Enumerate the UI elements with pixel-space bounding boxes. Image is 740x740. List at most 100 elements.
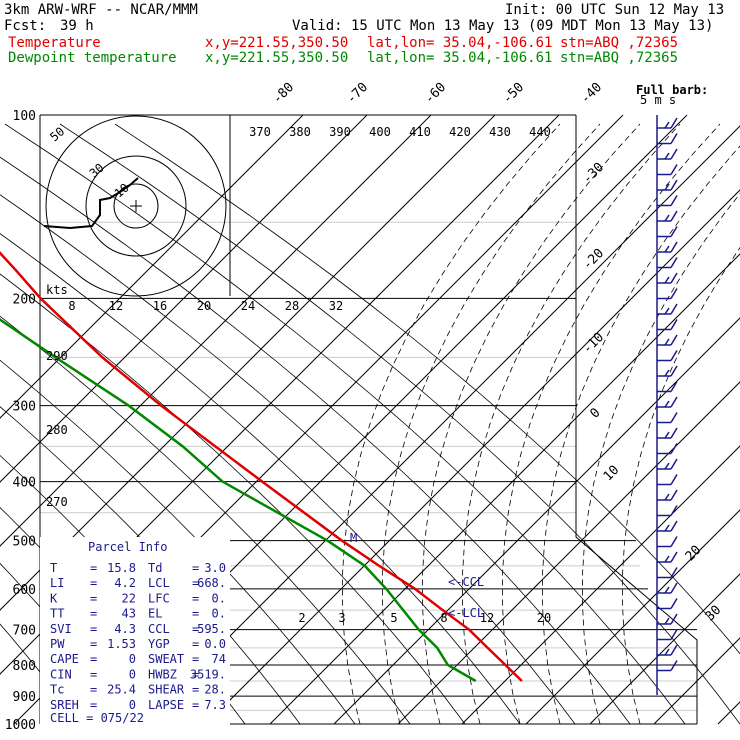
parcel-value: 25.4	[107, 683, 136, 697]
isotherm--80	[0, 114, 496, 611]
parcel-eq: =	[90, 698, 97, 712]
parcel-eq: =	[90, 667, 97, 681]
wind-barb-half	[664, 307, 670, 315]
moist-adiabat-3	[461, 123, 681, 725]
pressure-label-200: 200	[13, 292, 36, 307]
isotherm-label--30: -30	[580, 160, 607, 187]
isotherm-label-0: 0	[587, 405, 603, 421]
wind-barb-half	[664, 431, 670, 439]
theta-e-label-290: 290	[46, 349, 68, 363]
theta-label-440: 440	[529, 125, 551, 139]
parcel-value: 4.2	[114, 576, 136, 590]
init-time: Init: 00 UTC Sun 12 May 13	[505, 2, 724, 18]
parcel-info-box: Parcel Info T = 15.8 Td = 3.0LI = 4.2 LCL =668.K =…	[40, 537, 230, 735]
theta-label-400: 400	[369, 125, 391, 139]
parcel-eq: =	[90, 683, 97, 697]
wind-barb-flag	[670, 567, 678, 578]
parcel-key: T	[50, 561, 57, 575]
wind-barb-flag	[670, 613, 678, 625]
parcel-cell: CELL = 075/22	[50, 711, 144, 725]
wind-barb-flag	[670, 117, 678, 129]
moist-adiabat-5	[541, 145, 740, 725]
wind-barb-flag	[670, 443, 678, 454]
isotherm-50	[717, 701, 740, 725]
parcel-key: YGP	[148, 637, 170, 651]
parcel-eq: =	[90, 637, 97, 651]
pressure-label-800: 800	[13, 659, 36, 674]
wind-barb-flag	[670, 303, 678, 315]
parcel-key: K	[50, 591, 58, 605]
valid-time: Valid: 15 UTC Mon 13 May 13 (09 MDT Mon …	[292, 18, 713, 34]
isotherm--110	[0, 114, 304, 419]
parcel-eq: =	[192, 561, 199, 575]
hodo-x-label-28: 28	[285, 299, 299, 313]
parcel-value: 0.	[212, 607, 226, 621]
wind-barb-flag	[670, 381, 678, 392]
parcel-key: CCL	[148, 622, 170, 636]
chart-grid	[0, 114, 740, 725]
wind-barb-flag	[670, 551, 678, 563]
parcel-eq: =	[192, 667, 199, 681]
mixing-ratio-3: 3	[338, 611, 345, 625]
pressure-label-400: 400	[13, 476, 36, 491]
theta-label-370: 370	[249, 125, 271, 139]
theta-label-430: 430	[489, 125, 511, 139]
wind-barb-half	[664, 338, 670, 346]
wind-barb-half	[664, 524, 670, 532]
hodo-ring-30: 30	[87, 161, 107, 181]
isotherm-label-10: 10	[601, 463, 623, 485]
dewpoint-profile	[0, 318, 477, 683]
mixing-ratio-12: 12	[480, 611, 494, 625]
wind-barb-half	[664, 617, 670, 625]
parcel-value: 15.8	[107, 561, 136, 575]
dew-stn: stn=ABQ ,72365	[560, 50, 678, 66]
moist-adiabat-1	[381, 123, 601, 725]
parcel-value: 4.3	[114, 622, 136, 636]
wind-barb-half	[664, 462, 670, 470]
wind-barb-flag	[670, 660, 678, 671]
wind-barb-half	[664, 493, 670, 501]
parcel-value: 1.53	[107, 637, 136, 651]
theta-label-390: 390	[329, 125, 351, 139]
wind-barb-half	[664, 369, 670, 377]
wind-barb-flag	[670, 629, 678, 640]
isotherm-label--60: -60	[422, 80, 449, 107]
wind-barb-half	[664, 400, 670, 408]
parcel-key: SHEAR	[148, 683, 185, 697]
parcel-eq: =	[192, 622, 199, 636]
parcel-title: Parcel Info	[88, 540, 167, 554]
moist-adiabat-0	[341, 123, 561, 725]
theta-label-380: 380	[289, 125, 311, 139]
ccl-mark: <-CCL	[448, 575, 484, 589]
parcel-key: SREH	[50, 698, 79, 712]
isotherm-label--20: -20	[580, 246, 607, 273]
wind-barb-flag	[670, 474, 678, 485]
wind-barb-flag	[670, 164, 678, 175]
wind-barb-flag	[670, 598, 678, 609]
isotherm--30	[205, 189, 740, 725]
isotherm-label--80: -80	[270, 80, 297, 107]
parcel-eq: =	[90, 591, 97, 605]
fcst-label: Fcst:	[4, 18, 46, 34]
parcel-key: LAPSE	[148, 698, 184, 712]
parcel-eq: =	[192, 698, 199, 712]
hodo-units: kts	[46, 283, 68, 297]
parcel-key: LCL	[148, 576, 170, 590]
hodo-x-label-32: 32	[329, 299, 343, 313]
temp-latlon: lat,lon= 35.04,-106.61	[367, 35, 552, 51]
parcel-value: 0.0	[204, 637, 226, 651]
wind-barb-half	[664, 214, 670, 222]
hodo-x-label-20: 20	[197, 299, 211, 313]
dry-adiabat-8	[0, 233, 521, 725]
dry-adiabat-9	[0, 194, 576, 725]
isotherm--20	[269, 253, 740, 725]
parcel-eq: =	[192, 576, 199, 590]
wind-barb-flag	[670, 148, 678, 160]
parcel-eq: =	[90, 561, 97, 575]
parcel-eq: =	[192, 591, 199, 605]
isotherm-label--50: -50	[500, 80, 527, 107]
fcst-value: 39 h	[60, 18, 94, 34]
isotherm-label-20: 20	[683, 543, 705, 565]
pressure-label-100: 100	[13, 109, 36, 124]
parcel-key: CAPE	[50, 652, 79, 666]
